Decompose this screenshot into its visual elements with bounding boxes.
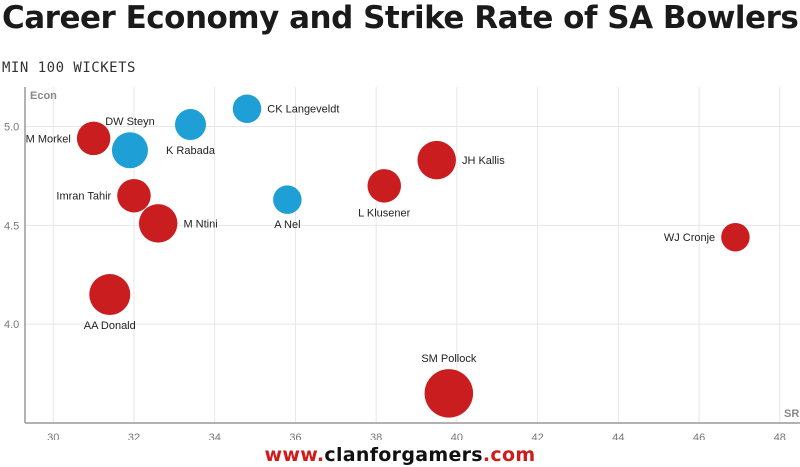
data-point[interactable] xyxy=(138,204,178,243)
data-point[interactable] xyxy=(76,121,111,156)
data-label: JH Kallis xyxy=(462,155,505,167)
data-label: Imran Tahir xyxy=(56,191,111,203)
scatter-chart: Econ SR 30 32 34 36 38 40 42 44 46 48 4.0 4.5 5.0 M … xyxy=(4,87,800,440)
data-label: WJ Cronje xyxy=(664,232,715,244)
data-label: CK Langeveldt xyxy=(267,104,339,116)
data-label: A Nel xyxy=(274,219,300,231)
data-point[interactable] xyxy=(721,222,750,252)
data-label: SM Pollock xyxy=(421,353,477,365)
data-point[interactable] xyxy=(174,109,206,141)
x-tick-label: 48 xyxy=(774,432,786,440)
y-tick-label: 4.5 xyxy=(4,220,19,232)
data-points xyxy=(76,94,750,418)
data-point[interactable] xyxy=(89,274,131,316)
data-labels: M Morkel DW Steyn K Rabada CK Langeveldt Imr… xyxy=(26,104,716,365)
x-tick-label: 34 xyxy=(209,432,221,440)
y-axis-label: Econ xyxy=(30,90,57,102)
x-tick-label: 30 xyxy=(47,432,59,440)
footer-prefix: www. xyxy=(264,444,325,466)
data-label: L Klusener xyxy=(358,208,411,220)
x-tick-label: 42 xyxy=(532,432,544,440)
x-tick-label: 40 xyxy=(451,432,463,440)
data-label: M Morkel xyxy=(26,133,71,145)
axes: Econ SR xyxy=(24,87,800,424)
data-point[interactable] xyxy=(232,94,262,123)
data-point[interactable] xyxy=(424,369,474,418)
x-tick-label: 46 xyxy=(693,432,705,440)
x-axis-label: SR xyxy=(784,408,799,420)
tick-labels: 30 32 34 36 38 40 42 44 46 48 4.0 4.5 5.0 xyxy=(4,122,786,440)
chart-subtitle: MIN 100 WICKETS xyxy=(2,60,136,76)
grid xyxy=(25,87,800,423)
data-label: DW Steyn xyxy=(105,116,155,128)
data-label: K Rabada xyxy=(166,145,216,157)
x-tick-label: 38 xyxy=(370,432,382,440)
footer-suffix: .com xyxy=(482,444,536,466)
x-tick-label: 36 xyxy=(289,432,301,440)
x-tick-label: 44 xyxy=(612,432,624,440)
data-point[interactable] xyxy=(117,178,151,213)
data-label: M Ntini xyxy=(183,218,217,230)
chart-title: Career Economy and Strike Rate of SA Bow… xyxy=(2,0,799,36)
y-tick-label: 5.0 xyxy=(4,122,19,134)
x-tick-label: 32 xyxy=(128,432,140,440)
footer-website[interactable]: www.clanforgamers.com xyxy=(0,444,800,466)
data-point[interactable] xyxy=(367,169,401,203)
y-tick-label: 4.0 xyxy=(4,319,19,331)
data-point[interactable] xyxy=(111,132,148,169)
data-point[interactable] xyxy=(417,140,456,180)
data-label: AA Donald xyxy=(84,320,136,332)
footer-brand: clanforgamers xyxy=(324,444,483,466)
data-point[interactable] xyxy=(273,185,302,214)
